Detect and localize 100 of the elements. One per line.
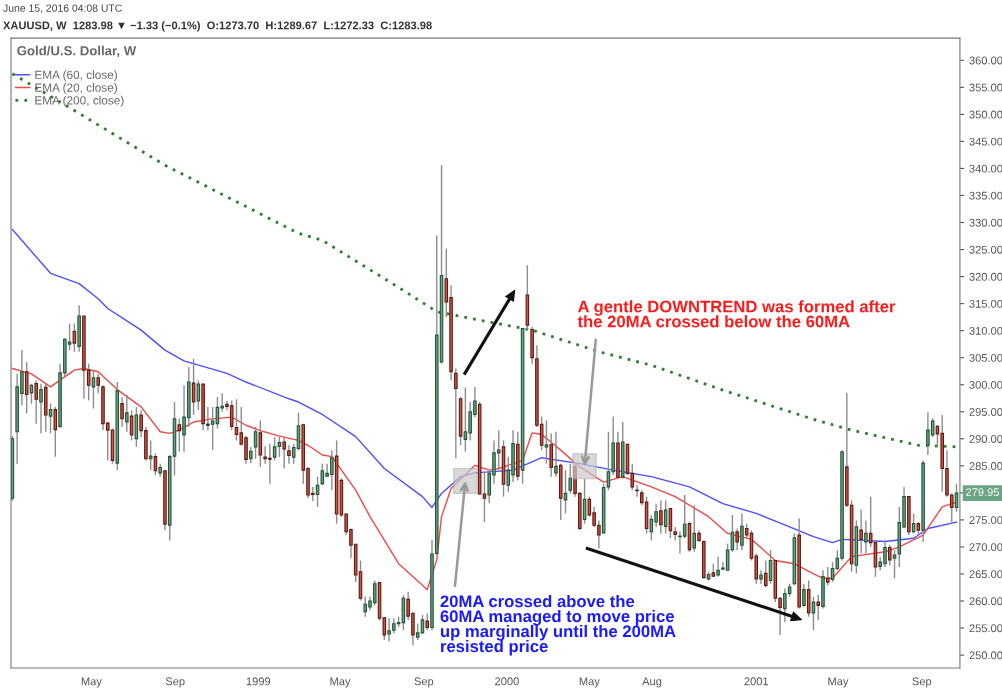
candlestick — [53, 406, 58, 458]
candlestick — [24, 361, 29, 415]
y-tick-label: 315.00 — [969, 299, 1002, 308]
y-tick-label: 305.00 — [969, 353, 1002, 362]
y-tick-label: 360.00 — [969, 56, 1002, 65]
candlestick — [864, 519, 868, 555]
candlestick — [72, 322, 77, 353]
candlestick — [120, 396, 124, 428]
candlestick — [177, 418, 182, 453]
candlestick — [148, 439, 153, 471]
candlestick — [34, 379, 39, 425]
y-tick-label: 330.00 — [969, 218, 1002, 227]
y-tick-label: 270.00 — [969, 543, 1002, 552]
candlestick — [544, 419, 549, 465]
legend-label: EMA (200, close) — [35, 95, 124, 107]
candlestick — [802, 583, 806, 608]
candlestick — [554, 431, 558, 478]
candlestick — [258, 419, 263, 468]
candlestick — [659, 499, 663, 535]
y-tick-label: 275.00 — [969, 516, 1002, 525]
x-tick-label: May — [330, 677, 351, 688]
candlestick — [740, 512, 744, 551]
candlestick — [420, 614, 425, 635]
candlestick — [129, 409, 134, 442]
candlestick — [125, 394, 129, 433]
x-tick-label: May — [828, 677, 849, 688]
annotation: A gentle DOWNTREND was formed after the 20MA crossed below the 60MA — [577, 300, 896, 328]
candlestick — [806, 579, 811, 618]
x-tick-label: May — [81, 677, 102, 688]
candlestick — [363, 595, 368, 618]
y-tick-label: 265.00 — [969, 570, 1002, 579]
candlestick — [191, 358, 196, 416]
candlestick — [48, 402, 53, 435]
candlestick — [272, 436, 277, 462]
candlestick — [759, 569, 763, 585]
candlestick — [454, 367, 458, 459]
line-series — [11, 228, 958, 544]
y-tick-label: 320.00 — [969, 272, 1002, 281]
y-tick-label: 290.00 — [969, 435, 1002, 443]
x-tick-label: May — [579, 677, 600, 688]
legend-label: EMA (20, close) — [35, 83, 117, 95]
candlestick — [210, 406, 215, 451]
candlestick — [206, 406, 210, 431]
x-tick-label: Aug — [642, 677, 662, 688]
candlestick — [196, 379, 201, 411]
y-tick-label: 325.00 — [969, 245, 1002, 254]
candlestick — [783, 587, 787, 623]
chart-subtitle: XAUUSD, W 1283.98 ▼ −1.33 (−0.1%) O:1273.70 H:1289.67 L:1272.33 C:1283.98 — [3, 21, 432, 32]
y-tick-label: 260.00 — [969, 597, 1002, 606]
candlestick — [692, 504, 697, 553]
candlestick — [568, 462, 573, 495]
y-tick-label: 355.00 — [969, 83, 1002, 92]
candlestick — [91, 369, 96, 410]
candlestick — [463, 386, 468, 453]
y-tick-label: 285.00 — [969, 462, 1002, 470]
candlestick — [563, 469, 568, 515]
line-series — [11, 72, 958, 449]
x-tick-label: Sep — [165, 677, 185, 688]
candlestick — [816, 594, 821, 621]
y-tick-label: 295.00 — [969, 408, 1002, 416]
x-tick-label: 2001 — [744, 677, 769, 686]
candlestick — [320, 462, 325, 486]
candlestick — [229, 399, 234, 431]
candlestick — [716, 555, 720, 578]
y-tick-label: 335.00 — [969, 191, 1002, 200]
x-tick-label: Sep — [912, 677, 932, 688]
candlestick — [663, 499, 668, 535]
candlestick — [725, 542, 730, 571]
y-tick-label: 250.00 — [969, 651, 1002, 660]
y-tick-label: 350.00 — [969, 110, 1002, 119]
y-tick-label: 310.00 — [969, 326, 1002, 335]
x-tick-label: Sep — [414, 677, 434, 688]
y-tick-label: 255.00 — [969, 624, 1002, 633]
candlestick — [735, 527, 739, 551]
candlestick — [763, 559, 768, 589]
annotation: 20MA crossed above the 60MA managed to move price up marginally until the 200MA resisted price — [440, 594, 676, 656]
candlestick — [96, 373, 100, 395]
candlestick — [39, 382, 43, 435]
y-tick-label: 300.00 — [969, 380, 1002, 389]
line-series — [11, 367, 958, 591]
candlestick — [682, 494, 687, 539]
candlestick — [277, 436, 282, 458]
candlestick — [134, 406, 139, 448]
candlestick — [887, 544, 892, 567]
text: Gold/U.S. Dollar, W — [17, 45, 137, 58]
candlestick — [549, 432, 553, 478]
candlestick — [811, 595, 816, 631]
candlestick — [649, 514, 654, 542]
annotation: 279.95 — [966, 488, 999, 497]
legend-label: EMA (60, close) — [35, 70, 117, 82]
candlestick — [859, 508, 863, 555]
x-tick-label: 2000 — [495, 677, 519, 686]
y-tick-label: 345.00 — [969, 137, 1002, 146]
candlestick — [287, 444, 291, 465]
candlestick — [372, 579, 377, 607]
text: June 15, 2016 04:08 UTC — [3, 4, 122, 14]
y-tick-label: 340.00 — [969, 164, 1002, 173]
candlestick — [282, 437, 286, 470]
candlestick — [673, 526, 677, 542]
candlestick — [825, 566, 830, 587]
